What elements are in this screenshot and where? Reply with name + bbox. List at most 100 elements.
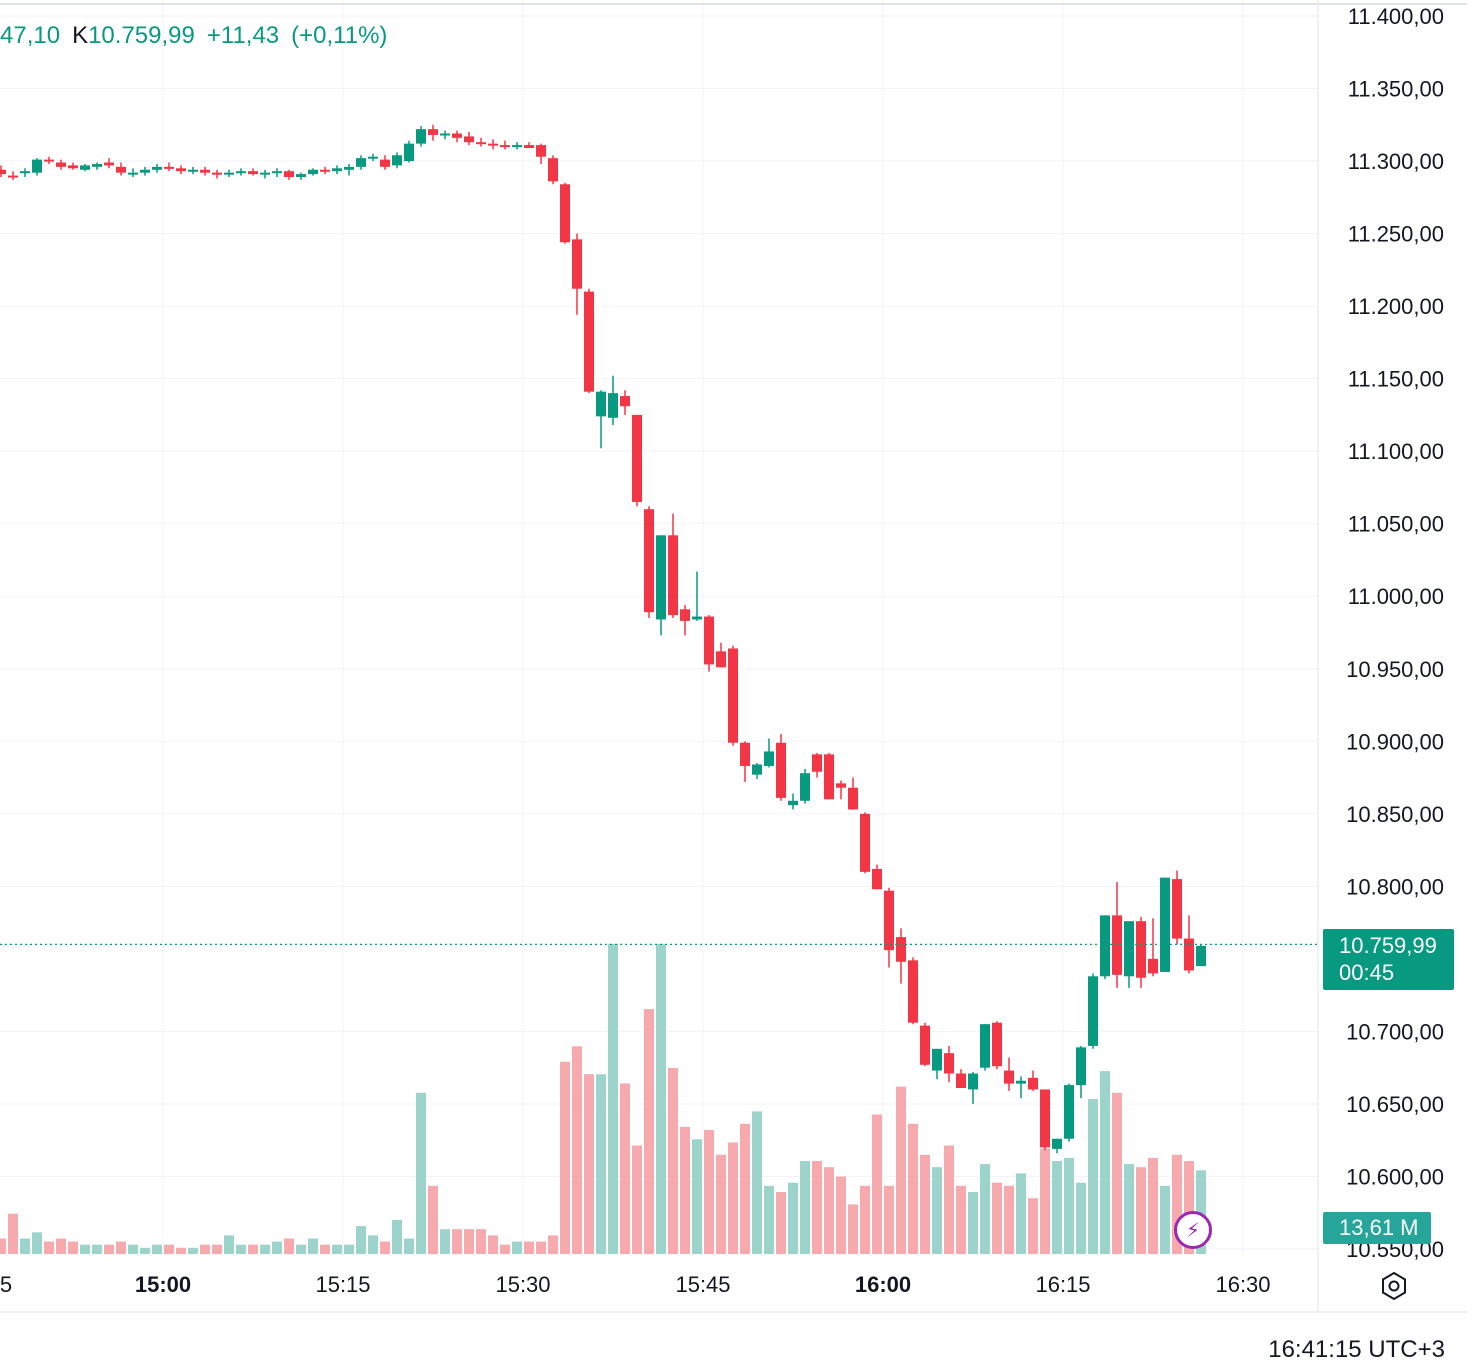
candle-body xyxy=(1184,938,1194,971)
price-axis-label: 11.200,00 xyxy=(1348,294,1444,319)
volume-bar xyxy=(464,1229,474,1254)
candle-body xyxy=(404,143,414,162)
lightning-icon[interactable]: ⚡ xyxy=(1174,1211,1212,1249)
volume-bar xyxy=(932,1167,942,1254)
candle-body xyxy=(212,172,222,175)
volume-bar xyxy=(380,1241,390,1254)
volume-bar xyxy=(1184,1161,1194,1254)
volume-bar xyxy=(1112,1092,1122,1254)
volume-bar xyxy=(248,1244,258,1254)
candle-body xyxy=(104,162,114,166)
candle-body xyxy=(332,168,342,172)
time-axis-label: 15:45 xyxy=(675,1272,730,1297)
candle-body xyxy=(248,171,258,175)
volume-bar xyxy=(944,1145,954,1254)
volume-bar xyxy=(884,1185,894,1254)
volume-bar xyxy=(584,1074,594,1254)
volume-bar xyxy=(824,1167,834,1254)
candle-body xyxy=(44,159,54,162)
legend-change-pct: (+0,11%) xyxy=(291,22,388,49)
volume-bar xyxy=(740,1123,750,1254)
candle-body xyxy=(1172,879,1182,939)
candle-body xyxy=(0,169,6,175)
time-axis-label: 16:15 xyxy=(1035,1272,1090,1297)
candle-body xyxy=(968,1073,978,1090)
last-price-value: 10.759,99 xyxy=(1339,933,1437,958)
volume-bar xyxy=(320,1244,330,1254)
candle-body xyxy=(860,813,870,872)
candle-body xyxy=(884,890,894,951)
volume-bar xyxy=(1028,1198,1038,1254)
volume-bar xyxy=(308,1238,318,1254)
time-axis-label: 15:15 xyxy=(315,1272,370,1297)
candle-body xyxy=(1016,1080,1026,1084)
candle-body xyxy=(236,171,246,174)
candle-body xyxy=(20,171,30,174)
volume-bar xyxy=(116,1241,126,1254)
volume-bar xyxy=(8,1213,18,1254)
volume-bar xyxy=(512,1241,522,1254)
volume-bar xyxy=(668,1068,678,1254)
candle-body xyxy=(224,172,234,175)
volume-bar xyxy=(1076,1182,1086,1254)
price-axis-label: 11.350,00 xyxy=(1348,77,1444,102)
volume-bar xyxy=(188,1247,198,1254)
candle-body xyxy=(740,742,750,766)
candle-body xyxy=(56,162,66,167)
volume-bar xyxy=(704,1130,714,1254)
price-axis-label: 11.050,00 xyxy=(1348,512,1444,537)
candle-body xyxy=(932,1048,942,1071)
volume-bar xyxy=(536,1241,546,1254)
candle-body xyxy=(128,172,138,175)
volume-bar xyxy=(992,1182,1002,1254)
candle-body xyxy=(8,175,18,178)
candle-body xyxy=(896,937,906,962)
candle-body xyxy=(608,393,618,418)
candle-body xyxy=(1040,1089,1050,1148)
volume-bar xyxy=(392,1219,402,1254)
price-axis-label: 11.150,00 xyxy=(1348,367,1444,392)
candle-body xyxy=(452,133,462,138)
volume-bar xyxy=(680,1126,690,1254)
candle-body xyxy=(344,166,354,170)
candle-body xyxy=(1088,976,1098,1046)
volume-bar xyxy=(608,944,618,1254)
volume-bar xyxy=(296,1244,306,1254)
candle-body xyxy=(824,754,834,800)
candle-body xyxy=(428,129,438,135)
candle-body xyxy=(176,168,186,172)
candle-body xyxy=(320,169,330,172)
candle-body xyxy=(620,396,630,407)
last-price-tag: 10.759,99 00:45 xyxy=(1323,929,1454,990)
volume-bar xyxy=(284,1238,294,1254)
candle-body xyxy=(512,145,522,148)
candle-body xyxy=(812,754,822,772)
candle-body xyxy=(560,184,570,243)
volume-bar xyxy=(344,1244,354,1254)
volume-bar xyxy=(236,1244,246,1254)
price-axis-label: 11.000,00 xyxy=(1348,584,1444,609)
candle-body xyxy=(164,166,174,169)
volume-bar xyxy=(68,1241,78,1254)
volume-bar xyxy=(20,1238,30,1254)
legend-change: +11,43 xyxy=(206,22,280,49)
candle-body xyxy=(848,787,858,810)
volume-bar xyxy=(488,1235,498,1254)
candle-body xyxy=(680,609,690,621)
volume-bar xyxy=(152,1244,162,1254)
volume-bar xyxy=(656,944,666,1254)
settings-icon[interactable] xyxy=(1378,1270,1410,1302)
candle-body xyxy=(68,165,78,169)
candle-body xyxy=(308,169,318,175)
legend-prev-value: 47,10 xyxy=(0,22,61,49)
candle-body xyxy=(584,291,594,392)
volume-bar xyxy=(164,1244,174,1254)
volume-bar xyxy=(968,1192,978,1254)
bar-countdown: 00:45 xyxy=(1339,960,1395,985)
volume-bar xyxy=(200,1244,210,1254)
legend-close-label: K xyxy=(72,22,89,49)
candle-body xyxy=(944,1053,954,1074)
volume-bar xyxy=(404,1238,414,1254)
candle-body xyxy=(272,171,282,174)
